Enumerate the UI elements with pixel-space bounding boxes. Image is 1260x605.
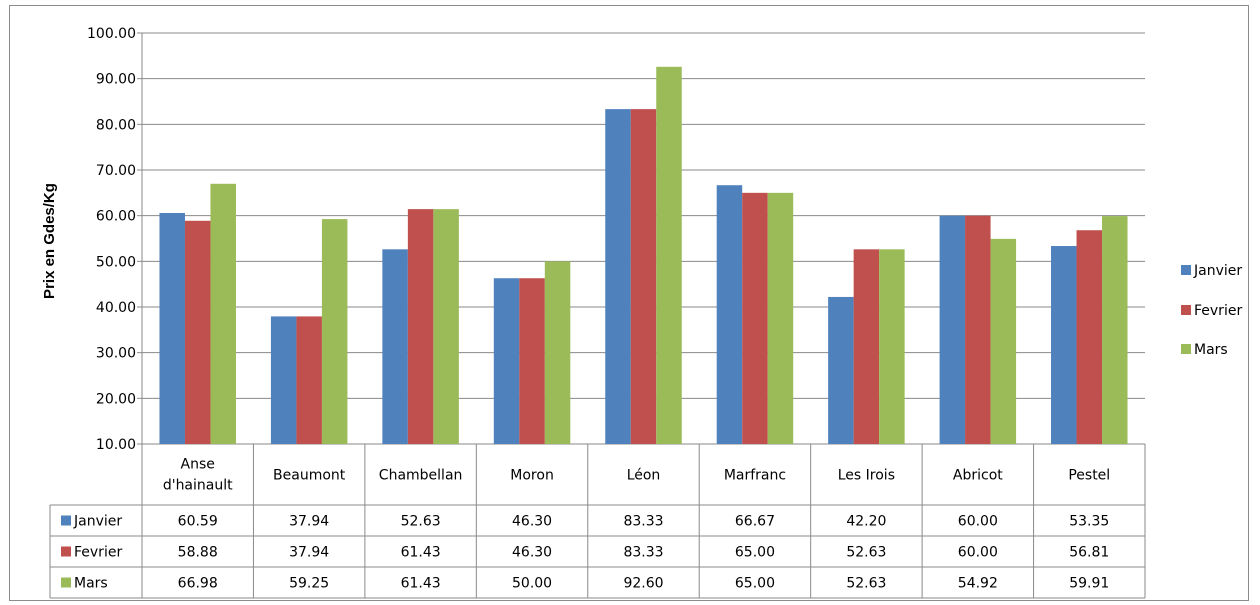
- bar-janvier: [493, 278, 520, 444]
- table-series-name: Fevrier: [74, 545, 122, 561]
- y-tick-label: 60.00: [96, 209, 136, 225]
- bar-janvier: [270, 316, 297, 444]
- y-axis-label: Prix en Gdes/Kg: [41, 183, 58, 299]
- category-label: Beaumont: [273, 468, 346, 484]
- table-cell-value: 46.30: [512, 545, 552, 561]
- bars: [159, 66, 1128, 445]
- bar-fevrier: [965, 215, 991, 444]
- category-label: Moron: [510, 468, 554, 484]
- bar-fevrier: [853, 249, 880, 444]
- bar-fevrier: [519, 278, 545, 444]
- category-label: Anse d'hainault: [163, 457, 233, 494]
- y-tick-label: 100.00: [87, 26, 136, 42]
- y-tick-label: 30.00: [96, 346, 136, 362]
- table-cell-value: 59.91: [1069, 576, 1109, 592]
- table-cell-value: 65.00: [735, 576, 775, 592]
- legend: Janvier Fevrier Mars: [1181, 263, 1242, 358]
- y-tick-label: 40.00: [96, 300, 136, 316]
- bar-janvier: [382, 249, 408, 444]
- category-label: Marfranc: [724, 468, 786, 484]
- y-tick-label: 20.00: [96, 391, 136, 407]
- table-cell-value: 66.67: [735, 514, 775, 530]
- table-cell-value: 52.63: [401, 514, 441, 530]
- bar-mars: [210, 183, 236, 445]
- bar-mars: [990, 238, 1017, 444]
- table-legend-key: [61, 546, 71, 557]
- bar-janvier: [939, 215, 966, 444]
- bar-fevrier: [1076, 230, 1103, 444]
- table-cell-value: 52.63: [846, 545, 886, 561]
- bar-mars: [879, 249, 905, 444]
- data-table: Anse d'hainault Beaumont Chambellan Moron Léo…: [49, 444, 1146, 599]
- table-cell-value: 50.00: [512, 576, 552, 592]
- bar-janvier: [716, 185, 743, 444]
- table-cell-value: 42.20: [846, 514, 886, 530]
- table-cell-value: 92.60: [623, 576, 663, 592]
- bar-fevrier: [630, 109, 657, 444]
- bar-janvier: [828, 296, 854, 444]
- table-cell-value: 56.81: [1069, 545, 1109, 561]
- category-label-line: d'hainault: [163, 478, 233, 494]
- table-cell-value: 59.25: [289, 576, 329, 592]
- table-cell-value: 65.00: [735, 545, 775, 561]
- legend-key-fevrier: [1181, 305, 1191, 315]
- legend-key-mars: [1181, 344, 1191, 354]
- table-series-name: Janvier: [73, 514, 122, 530]
- category-label-line: Anse: [181, 457, 215, 473]
- table-legend-key: [61, 577, 71, 588]
- table-cell-value: 37.94: [289, 514, 329, 530]
- y-tick-label: 50.00: [96, 254, 136, 270]
- bar-fevrier: [742, 192, 768, 444]
- category-label: Les Irois: [838, 468, 895, 484]
- table-cell-value: 46.30: [512, 514, 552, 530]
- y-axis-ticks: 10.00 20.00 30.00 40.00 50.00 60.00 70.00 80.00…: [87, 26, 136, 453]
- bar-mars: [656, 66, 682, 444]
- bar-janvier: [605, 109, 631, 444]
- category-label: Pestel: [1068, 468, 1110, 484]
- table-cell-value: 37.94: [289, 545, 329, 561]
- table-cell-value: 60.00: [958, 545, 998, 561]
- table-cell-value: 83.33: [623, 514, 663, 530]
- y-tick-label: 10.00: [96, 437, 136, 453]
- category-label: Léon: [627, 468, 661, 484]
- table-series-name: Mars: [74, 576, 108, 592]
- table-legend-key: [61, 515, 71, 526]
- table-cell-value: 52.63: [846, 576, 886, 592]
- bar-mars: [1102, 216, 1128, 444]
- legend-label: Janvier: [1193, 263, 1242, 279]
- category-label: Abricot: [953, 468, 1003, 484]
- bar-fevrier: [407, 209, 434, 444]
- table-cell-value: 60.59: [178, 514, 218, 530]
- legend-label: Mars: [1194, 342, 1228, 358]
- table-cell-value: 66.98: [178, 576, 218, 592]
- bar-janvier: [1051, 246, 1077, 444]
- bar-mars: [544, 261, 571, 444]
- table-cell-value: 53.35: [1069, 514, 1109, 530]
- bar-mars: [767, 192, 794, 444]
- legend-key-janvier: [1181, 265, 1191, 275]
- bar-fevrier: [296, 316, 322, 444]
- table-cell-value: 60.00: [958, 514, 998, 530]
- y-tick-label: 80.00: [96, 117, 136, 133]
- y-tick-label: 90.00: [96, 72, 136, 88]
- category-label: Chambellan: [379, 468, 463, 484]
- bar-janvier: [159, 212, 185, 444]
- bar-mars: [433, 209, 459, 444]
- table-cell-value: 54.92: [958, 576, 998, 592]
- y-tick-label: 70.00: [96, 163, 136, 179]
- table-cell-value: 83.33: [623, 545, 663, 561]
- table-cell-value: 61.43: [401, 545, 441, 561]
- table-cell-value: 61.43: [401, 576, 441, 592]
- chart-area: [9, 5, 1249, 601]
- bar-mars: [321, 219, 348, 444]
- legend-label: Fevrier: [1194, 303, 1242, 319]
- table-cell-value: 58.88: [178, 545, 218, 561]
- bar-fevrier: [184, 220, 211, 444]
